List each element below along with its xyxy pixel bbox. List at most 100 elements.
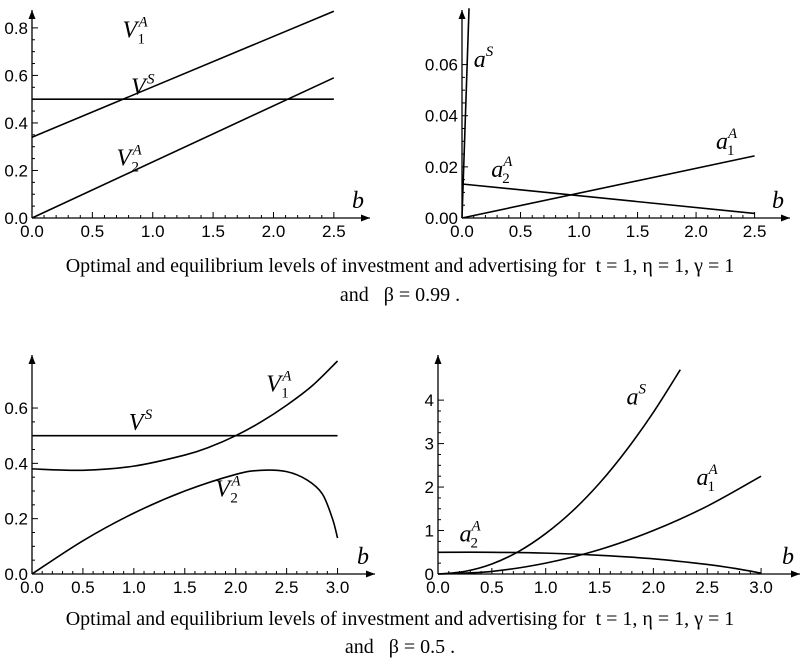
series-line-v-1-a: [31, 360, 339, 472]
series-label-base: V: [131, 74, 148, 100]
x-tick-label: 1.0: [567, 222, 591, 241]
y-tick-label: 0.2: [4, 510, 28, 529]
series-label-sup: A: [230, 474, 241, 490]
series-label-sup: S: [486, 44, 494, 60]
series-line-a-s: [461, 8, 470, 219]
x-tick-label: 1.0: [122, 578, 146, 597]
x-tick-label: 1.5: [588, 578, 612, 597]
x-axis-label: b: [782, 544, 794, 570]
series-label-v-2-a: V A2: [117, 143, 143, 176]
caption-bottom-line2: and β = 0.5 .: [0, 634, 800, 660]
series-label-base: V: [129, 410, 146, 436]
chart-top-right: 0.0 0.5 1.0 1.5 2.0 2.50.000.020.040.06 a Sa A1a…: [425, 8, 790, 241]
x-axis-label: b: [352, 188, 364, 214]
x-axis-arrow: [366, 570, 375, 578]
chart-top-left: 0.0 0.5 1.0 1.5 2.0 2.50.00.20.40.60.8 V A1V SV A…: [4, 10, 370, 241]
series-label-sub: 1: [138, 31, 146, 47]
series-label-v-1-a: V A1: [266, 368, 292, 401]
x-tick-label: 0.0: [20, 578, 44, 597]
caption-top-text: Optimal and equilibrium levels of invest…: [65, 255, 586, 277]
y-tick-label: 1: [425, 522, 434, 541]
series-line-v-1-a: [31, 10, 335, 138]
series-label-a-1-a: a A1: [716, 126, 738, 159]
x-tick-label: 0.5: [81, 222, 105, 241]
x-tick-label: 2.0: [224, 578, 248, 597]
x-axis-label: b: [357, 544, 369, 570]
series-label-base: a: [696, 465, 708, 491]
y-tick-label: 2: [425, 478, 434, 497]
x-tick-label: 2.0: [262, 222, 286, 241]
series-label-sup: A: [502, 154, 513, 170]
x-tick-label: 0.0: [20, 222, 44, 241]
series-label-sup: S: [147, 71, 155, 87]
series-label-v-1-a: V A1: [123, 14, 149, 47]
series-line-a-2-a: [461, 183, 755, 215]
x-tick-label: 3.0: [326, 578, 350, 597]
x-tick-label: 2.5: [275, 578, 299, 597]
series-label-sup: A: [281, 368, 292, 384]
x-axis-arrow: [781, 214, 790, 222]
x-tick-label: 2.5: [322, 222, 346, 241]
series-line-v-2-a: [31, 77, 335, 219]
series-label-base: a: [491, 157, 503, 183]
y-axis-arrow: [28, 10, 36, 19]
x-tick-label: 2.5: [743, 222, 767, 241]
series-label-sub: 1: [727, 143, 735, 159]
series-label-base: V: [123, 17, 140, 43]
caption-bottom-text: Optimal and equilibrium levels of invest…: [65, 608, 586, 630]
series-label-base: a: [626, 384, 638, 410]
x-tick-label: 1.5: [173, 578, 197, 597]
y-tick-label: 0.4: [4, 454, 28, 473]
series-label-sup: S: [145, 407, 153, 423]
caption-top-line2: and β = 0.99 .: [0, 282, 800, 308]
x-tick-label: 0.0: [450, 222, 474, 241]
y-axis-arrow: [458, 10, 466, 19]
x-tick-label: 2.5: [695, 578, 719, 597]
series-label-a-1-a: a A1: [696, 462, 718, 495]
series-label-base: a: [474, 47, 486, 73]
series-label-sup: S: [638, 381, 646, 397]
caption-bottom-beta: β = 0.5 .: [388, 636, 456, 658]
series-label-sub: 1: [281, 385, 289, 401]
y-axis-arrow: [434, 355, 442, 364]
y-tick-label: 0.6: [4, 399, 28, 418]
caption-top-beta: β = 0.99 .: [383, 284, 461, 306]
y-tick-label: 0.8: [4, 19, 28, 38]
y-tick-label: 0: [425, 565, 434, 584]
y-tick-label: 0.06: [425, 56, 458, 75]
y-tick-label: 0.6: [4, 66, 28, 85]
series-label-sub: 2: [230, 491, 238, 507]
series-label-a-2-a: a A2: [460, 518, 482, 551]
series-label-sup: A: [707, 462, 718, 478]
series-line-a-s: [437, 369, 681, 575]
x-axis-arrow: [361, 214, 370, 222]
y-tick-label: 3: [425, 435, 434, 454]
x-tick-label: 0.5: [509, 222, 533, 241]
series-label-sup: A: [138, 14, 149, 30]
series-label-a-2-a: a A2: [491, 154, 513, 187]
x-tick-label: 1.0: [534, 578, 558, 597]
series-label-base: V: [215, 477, 232, 503]
x-tick-label: 1.5: [201, 222, 225, 241]
caption-bottom-line1: Optimal and equilibrium levels of invest…: [0, 606, 800, 632]
y-tick-label: 0.0: [4, 209, 28, 228]
x-axis-arrow: [791, 570, 800, 578]
x-axis-label: b: [772, 188, 784, 214]
x-tick-label: 3.0: [749, 578, 773, 597]
series-label-sup: A: [132, 143, 143, 159]
caption-top-and: and: [339, 284, 369, 306]
y-tick-label: 0.4: [4, 114, 28, 133]
series-label-sub: 2: [502, 171, 510, 187]
y-tick-label: 0.0: [4, 565, 28, 584]
caption-bottom-and: and: [344, 636, 374, 658]
series-line-a-2-a: [437, 551, 762, 574]
x-tick-label: 2.0: [684, 222, 708, 241]
series-label-sup: A: [727, 126, 738, 142]
series-label-v-2-a: V A2: [215, 474, 241, 507]
chart-bottom-left: 0.0 0.5 1.0 1.5 2.0 2.5 3.00.00.20.40.6V A1V SV A…: [4, 355, 375, 597]
caption-top-params: t = 1, η = 1, γ = 1: [595, 255, 735, 277]
